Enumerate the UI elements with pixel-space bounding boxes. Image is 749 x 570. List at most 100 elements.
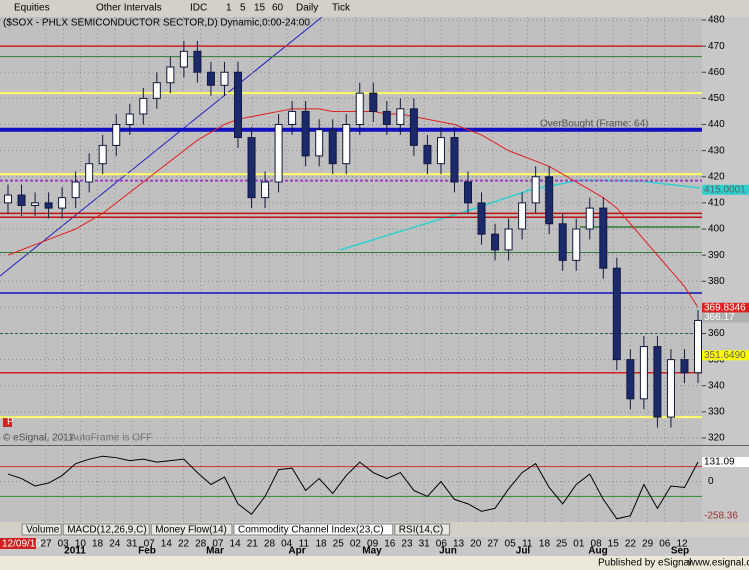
toolbar	[0, 0, 749, 17]
x-tick-label: 21	[247, 539, 259, 550]
y-tick-label: 360	[708, 328, 725, 339]
toolbar-item[interactable]: Tick	[332, 3, 351, 14]
y-tick-label: 470	[708, 41, 725, 52]
tab-label[interactable]: Commodity Channel Index(23,C)	[238, 525, 384, 536]
toolbar-item[interactable]: 1	[226, 3, 232, 14]
x-tick-label: 29	[642, 539, 654, 550]
x-tick-label: 08	[590, 539, 602, 550]
candle-body	[112, 124, 121, 146]
tab-label[interactable]: Volume	[26, 525, 60, 536]
x-tick-label: 07	[212, 539, 224, 550]
candle-body	[450, 137, 459, 183]
x-tick-label: 16	[384, 539, 396, 550]
tab-label[interactable]: Money Flow(14)	[155, 525, 227, 536]
x-tick-label: 22	[178, 539, 190, 550]
candle-body	[369, 92, 378, 112]
toolbar-item[interactable]: Daily	[296, 3, 318, 14]
candle-body	[315, 129, 324, 157]
x-tick-label: 20	[470, 539, 482, 550]
x-tick-label: 11	[522, 539, 533, 550]
candle-body	[31, 202, 40, 206]
month-label: Jun	[439, 546, 457, 557]
tab[interactable]	[394, 523, 451, 536]
tab[interactable]	[150, 523, 233, 536]
candle-body	[261, 181, 270, 199]
footer-link[interactable]: www.esignal.com	[687, 558, 749, 569]
x-tick-label: 27	[487, 539, 499, 550]
x-tick-label: 18	[539, 539, 551, 550]
x-tick-label: 06	[436, 539, 448, 550]
x-tick-label: 09	[367, 539, 379, 550]
price-tag-label: 351.6490	[704, 350, 746, 361]
x-tick-label: 31	[126, 539, 138, 550]
x-tick-label: 28	[195, 539, 207, 550]
toolbar-item[interactable]: 60	[272, 3, 284, 14]
toolbar-item[interactable]: Equities	[14, 3, 50, 14]
cci-line	[7, 455, 699, 520]
y-tick-label: 390	[708, 250, 725, 261]
x-tick-label: 14	[230, 539, 242, 550]
tab-label[interactable]: MACD(12,26,9,C)	[67, 525, 146, 536]
annotation: AutoFrame is OFF	[70, 433, 152, 444]
moving-average	[7, 108, 699, 308]
x-tick-label: 18	[92, 539, 104, 550]
copyright: © eSignal, 2011	[3, 433, 74, 444]
candle-body	[342, 124, 351, 165]
candle-body	[247, 137, 256, 199]
tab[interactable]	[21, 523, 62, 536]
candle-body	[328, 129, 337, 165]
candle-body	[666, 359, 675, 418]
start-date-box	[0, 538, 36, 549]
candle-body	[491, 233, 500, 251]
y-tick-label: 320	[708, 433, 725, 444]
x-tick-label: 23	[401, 539, 413, 550]
month-label: May	[362, 546, 382, 557]
title: ($SOX - PHLX SEMICONDUCTOR SECTOR,D) Dyn…	[3, 18, 310, 29]
month-label: Apr	[288, 546, 305, 557]
toolbar-item[interactable]: 5	[240, 3, 246, 14]
x-tick-label: 05	[505, 539, 517, 550]
cci-tag-label: 131.09	[704, 457, 735, 468]
footer	[0, 556, 749, 570]
toolbar-item[interactable]: Other Intervals	[96, 3, 162, 14]
price-tag	[702, 350, 749, 361]
candle-body	[152, 82, 161, 99]
cci-panel	[0, 446, 702, 522]
month-label: Mar	[206, 546, 224, 557]
p-marker	[3, 417, 12, 427]
y-tick-label: 450	[708, 93, 725, 104]
candle-body	[139, 97, 148, 115]
toolbar-item[interactable]: 15	[254, 3, 266, 14]
tab-label[interactable]: RSI(14,C)	[399, 525, 443, 536]
tab[interactable]	[233, 523, 394, 536]
candle-body	[585, 207, 594, 230]
y-tick-label: 480	[708, 15, 725, 26]
x-tick-label: 25	[556, 539, 568, 550]
x-tick-label: 25	[333, 539, 345, 550]
candle-body	[288, 110, 297, 125]
price-tag	[702, 302, 749, 313]
x-tick-label: 14	[161, 539, 173, 550]
y-tick-label: 460	[708, 67, 725, 78]
x-tick-label: 15	[608, 539, 620, 550]
start-date: 12/09/10	[2, 539, 41, 550]
annotation: OverBought (Frame: 64)	[540, 119, 648, 130]
candle-body	[234, 71, 242, 139]
candle-body	[179, 50, 188, 68]
tab[interactable]	[62, 523, 150, 536]
x-tick-label: 07	[144, 539, 156, 550]
x-tick-label: 01	[573, 539, 585, 550]
toolbar-item[interactable]: IDC	[190, 3, 207, 14]
candle-body	[531, 176, 540, 204]
candle-body	[193, 50, 202, 73]
price-tag	[702, 312, 749, 323]
y-tick-label: 330	[708, 407, 725, 418]
cci-tag	[702, 511, 749, 521]
candle-body	[166, 66, 175, 84]
candle-body	[504, 228, 513, 251]
candle-body	[71, 181, 80, 199]
y-tick-label: 400	[708, 224, 725, 235]
footer-text: Published by eSignal	[598, 558, 691, 569]
